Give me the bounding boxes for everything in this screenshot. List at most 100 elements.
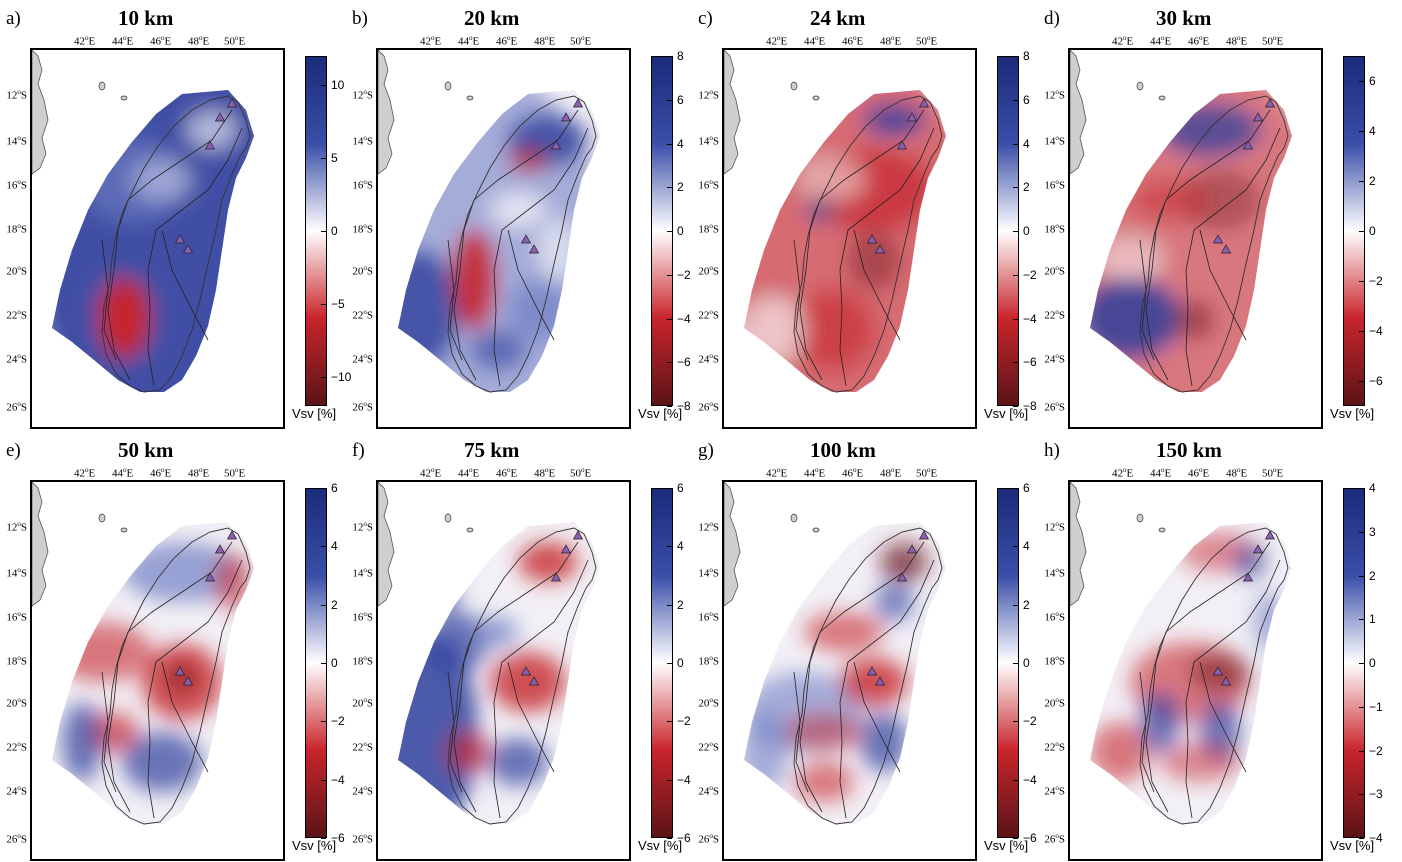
seismic-station-triangle: [520, 666, 532, 676]
colorbar-tickmark: [1013, 143, 1018, 145]
velocity-anomaly: [110, 296, 138, 340]
velocity-anomaly: [540, 220, 576, 280]
latitude-label: 18oS: [352, 654, 373, 668]
velocity-anomaly: [794, 290, 874, 370]
geologic-boundaries: [1139, 527, 1289, 825]
map-panel: h) 150 km 42oE 44oE 46oE 48oE 50oE 12oS 14oS 16oS…: [1038, 432, 1383, 862]
panel-title: 50 km: [118, 438, 174, 462]
latitude-label: 22oS: [698, 740, 719, 754]
seismic-station-triangle: [918, 530, 930, 540]
geologic-boundaries: [447, 527, 597, 825]
longitude-label: 46oE: [1188, 34, 1210, 48]
colorbar-tick-label: −6: [1369, 374, 1383, 388]
colorbar-tickmark: [321, 779, 326, 781]
colorbar-tickmark: [1359, 663, 1364, 664]
tomography-map: [378, 482, 600, 825]
colorbar-tickmark: [667, 406, 672, 407]
island: [120, 527, 128, 533]
colorbar-tickmark: [667, 546, 672, 548]
velocity-anomaly: [122, 732, 202, 792]
panel-title: 150 km: [1156, 438, 1222, 462]
colorbar-tick-label: 2: [677, 597, 684, 612]
colorbar-tick-label: −6: [677, 355, 691, 370]
velocity-anomaly: [1090, 278, 1180, 358]
colorbar-tickmark: [1359, 750, 1364, 752]
latitude-label: 20oS: [6, 264, 27, 278]
map-panel: c) 24 km 42oE 44oE 46oE 48oE 50oE 12oS 14oS 16oS 1…: [692, 0, 1037, 430]
colorbar-tick-label: 2: [1369, 174, 1376, 188]
latitude-label: 26oS: [698, 832, 719, 846]
longitude-label: 50oE: [916, 34, 938, 48]
map-frame: [1068, 480, 1323, 861]
longitude-label: 50oE: [916, 466, 938, 480]
latitude-label: 24oS: [6, 784, 27, 798]
velocity-anomaly: [1090, 90, 1292, 392]
longitude-label: 44oE: [112, 34, 134, 48]
panel-letter: f): [352, 440, 365, 461]
latitude-label: 12oS: [352, 88, 373, 102]
colorbar-tick-label: 0: [677, 224, 684, 238]
latitude-label: 16oS: [6, 610, 27, 624]
panel-letter: a): [6, 8, 21, 29]
latitude-label: 14oS: [1044, 566, 1065, 580]
panel-title: 20 km: [464, 6, 520, 30]
island: [466, 95, 474, 101]
africa-coastline: [378, 50, 395, 175]
latitude-label: 20oS: [352, 264, 373, 278]
africa-coastline: [1070, 482, 1087, 607]
colorbar-tick-label: 0: [331, 224, 338, 238]
colorbar: [997, 488, 1019, 838]
colorbar-tickmark: [667, 663, 672, 664]
island: [790, 513, 798, 523]
seismic-station-triangle: [226, 530, 238, 540]
velocity-field: [52, 90, 254, 392]
latitude-label: 16oS: [352, 610, 373, 624]
velocity-field: [744, 90, 946, 392]
velocity-anomaly: [744, 90, 946, 392]
longitude-label: 50oE: [570, 34, 592, 48]
colorbar-label: Vsv [%]: [1330, 838, 1375, 853]
colorbar-tickmark: [1013, 604, 1018, 606]
longitude-label: 44oE: [458, 466, 480, 480]
longitude-label: 46oE: [150, 34, 172, 48]
latitude-label: 26oS: [6, 400, 27, 414]
longitude-label: 44oE: [1150, 466, 1172, 480]
colorbar-tick-label: 4: [1023, 539, 1030, 554]
seismic-station-triangle: [204, 572, 216, 582]
island: [1158, 95, 1166, 101]
latitude-label: 26oS: [1044, 832, 1065, 846]
colorbar: [305, 56, 327, 406]
velocity-anomaly: [1254, 592, 1286, 652]
velocity-anomaly: [188, 112, 236, 148]
island: [1136, 513, 1144, 523]
colorbar-tickmark: [1359, 231, 1364, 232]
colorbar-tick-label: −4: [331, 772, 345, 787]
velocity-anomaly: [744, 300, 804, 360]
seismic-station-triangle: [550, 140, 562, 150]
velocity-anomaly: [492, 194, 544, 226]
velocity-anomaly: [488, 738, 548, 786]
longitude-label: 50oE: [1262, 466, 1284, 480]
seismic-station-triangle: [1212, 234, 1224, 244]
colorbar-tickmark: [1013, 99, 1018, 101]
velocity-anomaly: [874, 582, 914, 622]
island: [98, 81, 106, 91]
longitude-label: 46oE: [842, 466, 864, 480]
longitude-labels: 42oE 44oE 46oE 48oE 50oE: [1094, 466, 1294, 482]
colorbar-tick-label: −6: [331, 831, 345, 845]
island: [466, 527, 474, 533]
longitude-label: 42oE: [1112, 466, 1134, 480]
velocity-anomaly: [1174, 300, 1214, 340]
colorbar-tickmark: [1013, 779, 1018, 781]
latitude-label: 18oS: [1044, 222, 1065, 236]
seismic-station-triangle: [560, 544, 572, 554]
geologic-boundaries: [1139, 95, 1289, 393]
latitude-label: 18oS: [6, 222, 27, 236]
seismic-station-triangle: [1264, 530, 1276, 540]
longitude-label: 42oE: [766, 34, 788, 48]
longitude-label: 42oE: [74, 34, 96, 48]
tomography-map: [724, 50, 946, 393]
latitude-label: 22oS: [698, 308, 719, 322]
latitude-label: 20oS: [1044, 696, 1065, 710]
island: [98, 513, 106, 523]
